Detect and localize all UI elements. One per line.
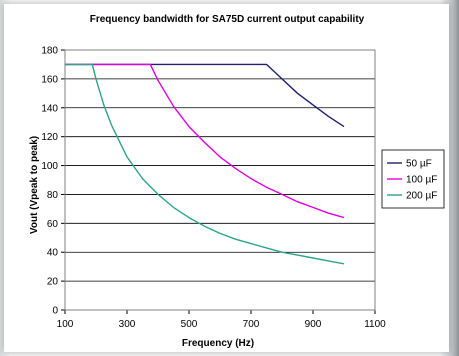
y-tick-label: 60 (47, 219, 59, 230)
x-tick-labels: 100 300 500 700 900 1100 (57, 319, 387, 330)
x-tick-label: 900 (305, 319, 322, 330)
y-tick-label: 180 (41, 46, 58, 57)
series-line-1 (65, 63, 345, 128)
y-tick-label: 80 (47, 190, 59, 201)
chart-title: Frequency bandwidth for SA75D current ou… (90, 14, 365, 25)
plot-border (64, 49, 376, 311)
y-axis-label: Vout (Vpeak to peak) (29, 136, 40, 234)
legend-label: 50 µF (406, 159, 432, 170)
x-tick-label: 500 (181, 319, 198, 330)
legend-label: 100 µF (406, 175, 437, 186)
x-tick-label: 300 (119, 319, 136, 330)
y-tick-label: 100 (41, 161, 58, 172)
series-lines (65, 63, 345, 265)
x-tick-label: 700 (243, 319, 260, 330)
y-tick-label: 120 (41, 132, 58, 143)
y-tick-label: 160 (41, 74, 58, 85)
x-tick-label: 100 (57, 319, 74, 330)
legend: 50 µF 100 µF 200 µF (381, 149, 445, 209)
y-tick-label: 40 (47, 248, 59, 259)
legend-label: 200 µF (406, 191, 437, 202)
y-tick-label: 140 (41, 103, 58, 114)
y-tick-labels: 0 20 40 60 80 100 120 140 160 180 (41, 46, 58, 317)
y-tick-label: 0 (52, 306, 58, 317)
series-line-3 (65, 63, 345, 265)
x-axis-label: Frequency (Hz) (182, 338, 254, 349)
x-tick-label: 1100 (364, 319, 386, 330)
grid-lines (61, 49, 376, 314)
y-tick-label: 20 (47, 277, 59, 288)
series-line-2 (65, 63, 345, 219)
